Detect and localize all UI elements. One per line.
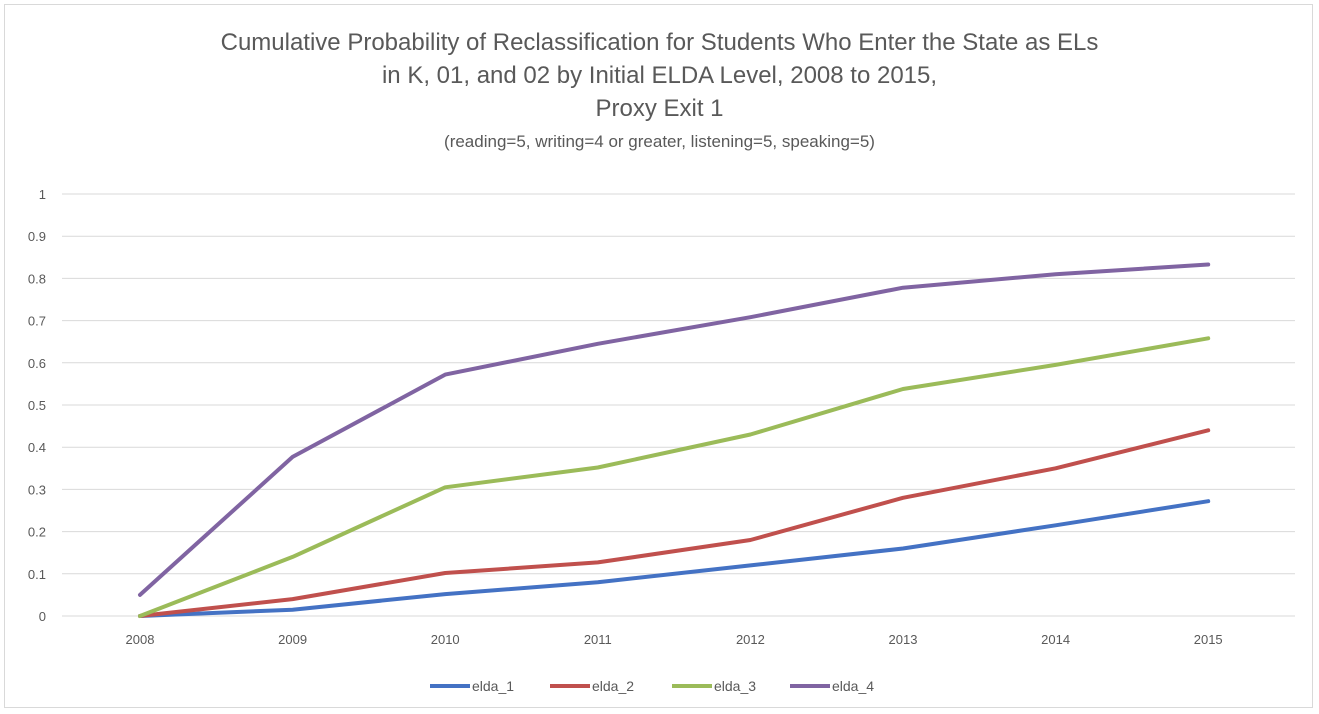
chart-frame [4,4,1313,708]
legend-item-elda_1: elda_1 [430,678,514,694]
y-axis-tick-labels: 0 0.1 0.2 0.3 0.4 0.5 0.6 0.7 0.8 0.9 1 [28,187,46,624]
y-tick-label: 0.8 [28,271,46,286]
chart-title-block: Cumulative Probability of Reclassificati… [0,26,1319,153]
series-elda_2 [138,428,1211,618]
y-tick-label: 0.4 [28,440,46,455]
x-tick-label: 2015 [1194,632,1223,647]
y-tick-label: 1 [39,187,46,202]
x-tick-label: 2012 [736,632,765,647]
chart-subtitle: (reading=5, writing=4 or greater, listen… [444,132,875,151]
y-tick-label: 0.2 [28,525,46,540]
x-tick-label: 2014 [1041,632,1070,647]
series-elda_1 [138,499,1211,618]
y-tick-label: 0.9 [28,229,46,244]
legend-label-elda_4: elda_4 [832,678,874,694]
series-line-elda_4 [138,262,1211,597]
x-tick-label: 2011 [584,632,612,647]
series-line-elda_2 [138,428,1211,618]
y-tick-label: 0.5 [28,398,46,413]
chart-title-line-2: in K, 01, and 02 by Initial ELDA Level, … [381,62,938,89]
legend-item-elda_2: elda_2 [550,678,634,694]
chart-title-line-1: Cumulative Probability of Reclassificati… [220,29,1099,56]
legend-item-elda_4: elda_4 [790,678,874,694]
series-elda_4 [138,262,1211,597]
legend-label-elda_3: elda_3 [714,678,756,694]
y-tick-label: 0.1 [28,567,46,582]
y-tick-label: 0.3 [28,482,46,497]
x-tick-label: 2010 [431,632,460,647]
chart-title-line-3: Proxy Exit 1 [595,95,724,122]
y-tick-label: 0 [39,609,46,624]
x-tick-label: 2013 [889,632,918,647]
x-tick-label: 2008 [126,632,155,647]
y-tick-label: 0.7 [28,314,46,329]
gridlines [62,193,1295,617]
legend-label-elda_1: elda_1 [472,678,514,694]
x-tick-label: 2009 [278,632,307,647]
x-axis-tick-labels: 2008 2009 2010 2011 2012 2013 2014 2015 [126,632,1223,647]
series-lines [138,262,1211,618]
series-line-elda_1 [138,499,1211,618]
y-tick-label: 0.6 [28,356,46,371]
legend-item-elda_3: elda_3 [672,678,756,694]
legend-label-elda_2: elda_2 [592,678,634,694]
series-line-elda_3 [138,336,1211,618]
series-elda_3 [138,336,1211,618]
legend: elda_1 elda_2 elda_3 elda_4 [430,678,874,694]
